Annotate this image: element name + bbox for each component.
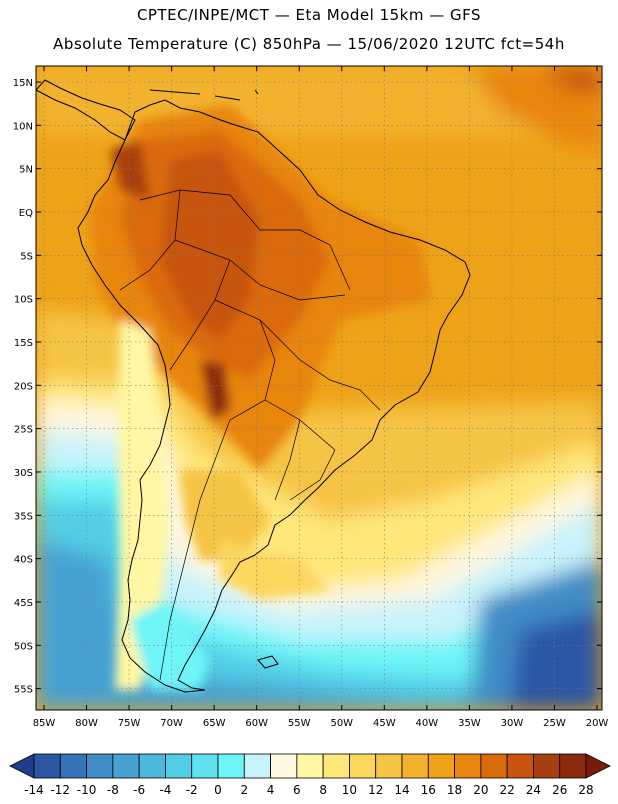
colorbar-label: 0 — [214, 783, 222, 797]
lon-label: 70W — [160, 718, 183, 729]
colorbar-label: 26 — [552, 783, 567, 797]
colorbar-label: 28 — [578, 783, 593, 797]
lon-label: 80W — [75, 718, 98, 729]
colorbar-min-arrow — [9, 753, 35, 779]
lat-label: 10N — [13, 121, 33, 132]
lon-label: 75W — [118, 718, 141, 729]
colorbar-box — [191, 753, 219, 779]
lon-label: 60W — [245, 718, 268, 729]
lat-label: 30S — [14, 468, 33, 479]
colorbar-box — [322, 753, 350, 779]
lat-label: 15S — [14, 338, 33, 349]
colorbar-label: 14 — [394, 783, 409, 797]
lat-label: 55S — [14, 685, 33, 696]
lon-label: 45W — [373, 718, 396, 729]
colorbar-label: 22 — [500, 783, 515, 797]
lat-label: 15N — [13, 78, 33, 89]
colorbar-label: 4 — [267, 783, 275, 797]
colorbar-label: 16 — [421, 783, 436, 797]
lon-label: 65W — [203, 718, 226, 729]
colorbar-box — [112, 753, 140, 779]
longitude-labels: 85W 80W 75W 70W 65W 60W 55W 50W 45W 40W 35W 30W 25W 2… — [33, 66, 609, 729]
colorbar-label: 20 — [473, 783, 488, 797]
colorbar-label: -8 — [107, 783, 119, 797]
colorbar-box — [427, 753, 455, 779]
south-america-coastline — [77, 99, 471, 693]
colorbar-label: -12 — [50, 783, 70, 797]
colorbar-legend: -14 -12 -10 -8 -6 -4 -2 0 2 4 6 8 10 12 14 16 18 20 22 24 26… — [9, 753, 611, 797]
colorbar-box — [296, 753, 324, 779]
colorbar-max-arrow — [585, 753, 611, 779]
graticule — [36, 66, 602, 710]
colorbar-label: 12 — [368, 783, 383, 797]
lat-label: 25S — [14, 425, 33, 436]
lon-label: 30W — [501, 718, 524, 729]
colorbar-box — [533, 753, 561, 779]
lat-label: 10S — [14, 295, 33, 306]
colorbar-label: -6 — [133, 783, 145, 797]
colorbar-box — [454, 753, 482, 779]
colorbar-label: 8 — [319, 783, 327, 797]
colorbar-box — [217, 753, 245, 779]
lat-label: 5S — [20, 251, 33, 262]
colorbar-box — [86, 753, 114, 779]
map-frame — [35, 65, 603, 711]
lat-label: 20S — [14, 381, 33, 392]
colorbar-label: 6 — [293, 783, 301, 797]
lat-label: EQ — [19, 208, 33, 219]
colorbar-label: -14 — [24, 783, 44, 797]
lat-label: 5N — [19, 165, 33, 176]
temperature-field — [36, 66, 602, 710]
falkland-islands — [257, 655, 279, 669]
colorbar-box — [270, 753, 298, 779]
lon-label: 40W — [416, 718, 439, 729]
lon-label: 35W — [458, 718, 481, 729]
central-america-coastline — [36, 79, 136, 141]
colorbar-box — [480, 753, 508, 779]
lon-label: 55W — [288, 718, 311, 729]
lat-label: 40S — [14, 555, 33, 566]
lon-label: 85W — [33, 718, 56, 729]
lon-label: 25W — [543, 718, 566, 729]
colorbar-box — [138, 753, 166, 779]
lon-label: 20W — [586, 718, 609, 729]
colorbar-label: 18 — [447, 783, 462, 797]
colorbar-box — [375, 753, 403, 779]
latitude-labels: 15N 10N 5N EQ 5S 10S 15S 20S 25S 30S 35S 40S 45S 50S 5… — [13, 78, 602, 696]
colorbar-box — [33, 753, 61, 779]
colorbar-box — [59, 753, 87, 779]
title-line-1: CPTEC/INPE/MCT — Eta Model 15km — GFS — [136, 6, 482, 24]
colorbar-box — [401, 753, 429, 779]
colorbar-box — [506, 753, 534, 779]
lon-label: 50W — [330, 718, 353, 729]
colorbar-label: 2 — [240, 783, 248, 797]
colorbar-label: 10 — [342, 783, 357, 797]
colorbar-box — [349, 753, 377, 779]
country-borders — [119, 189, 381, 681]
colorbar-label: 24 — [526, 783, 541, 797]
caribbean-islands — [149, 89, 259, 101]
colorbar-box — [243, 753, 271, 779]
colorbar-label: -2 — [186, 783, 198, 797]
lat-label: 35S — [14, 511, 33, 522]
colorbar-box — [559, 753, 587, 779]
colorbar-label: -4 — [159, 783, 171, 797]
coastlines — [36, 79, 471, 693]
lat-label: 50S — [14, 641, 33, 652]
colorbar-box — [165, 753, 193, 779]
colorbar-label: -10 — [77, 783, 97, 797]
title-line-2: Absolute Temperature (C) 850hPa — 15/06/… — [53, 35, 565, 53]
lat-label: 45S — [14, 598, 33, 609]
